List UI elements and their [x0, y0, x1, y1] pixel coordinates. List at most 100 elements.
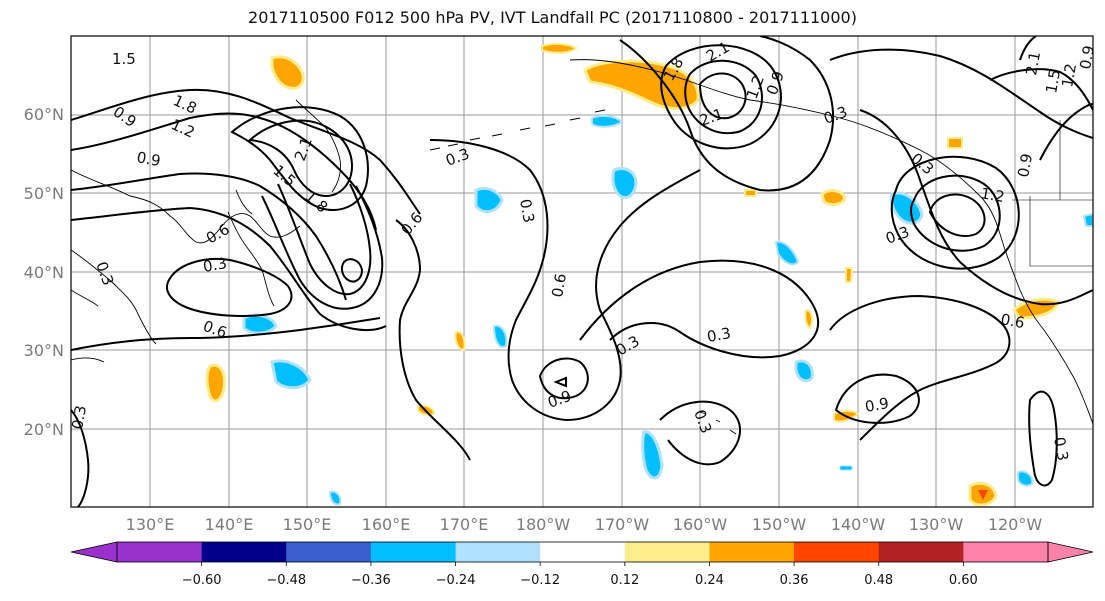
shade-patch-neg-10	[641, 430, 664, 480]
contour-line-gulf-low-2	[910, 174, 1001, 252]
shade-patch-neg-3	[474, 186, 504, 214]
contour-label: 1.5	[112, 50, 136, 68]
shade-patch-neg-5	[242, 313, 278, 335]
contour-line-alaska-arc	[619, 36, 834, 192]
colorbar-tick-label: 0.60	[949, 573, 978, 588]
shading-patches	[205, 42, 1093, 507]
lon-label-170w: 170°W	[595, 515, 650, 534]
shade-patch-small-1	[744, 189, 757, 197]
colorbar-tick-label: −0.36	[351, 573, 391, 588]
contour-line-jet-core-4	[261, 185, 384, 310]
lon-label-160e: 160°E	[362, 515, 411, 534]
contour-line-jet-core-3	[277, 183, 372, 296]
gridlines	[71, 36, 1093, 507]
contour-label: 1.2	[979, 184, 1006, 206]
colorbar-segment	[878, 542, 964, 562]
lon-label-150w: 150°W	[752, 515, 807, 534]
colorbar-segment	[794, 542, 880, 562]
contour-line-west-tropic	[71, 409, 90, 507]
colorbar-segment	[963, 542, 1049, 562]
contour-line-south-1	[834, 373, 920, 424]
coast-asia	[71, 169, 301, 363]
shade-patch-ne-pacific-1	[820, 189, 847, 207]
contour-label: 0.3	[202, 254, 229, 276]
colorbar-tick-label: 0.48	[864, 573, 893, 588]
colorbar-segment	[455, 542, 541, 562]
lat-label-40n: 40°N	[24, 263, 64, 282]
shade-patch-mexico-core	[978, 490, 988, 500]
contour-line-mid-6	[659, 400, 741, 466]
colorbar-tick-label: −0.12	[520, 573, 560, 588]
contour-line-3	[71, 172, 347, 301]
lon-label-130e: 130°E	[126, 515, 175, 534]
contour-line-gulf-low	[928, 193, 986, 237]
colorbar-segment	[370, 542, 457, 562]
contour-label: 0.3	[706, 324, 733, 346]
contour-line-east-4	[1039, 103, 1093, 161]
colorbar-segment	[624, 542, 710, 562]
contour-line-gulf-low-3	[890, 155, 1020, 270]
contour-line-alaska-low	[698, 72, 747, 120]
coast-kamchatka	[295, 99, 341, 193]
lat-label-50n: 50°N	[24, 184, 64, 203]
contour-label: 0.9	[1076, 44, 1098, 71]
contour-line-closed-low-1	[166, 258, 293, 317]
contour-line-closed-low-2	[340, 258, 364, 283]
colorbar-tick-label: −0.48	[266, 573, 306, 588]
coast-alaska	[569, 59, 1001, 235]
shade-patch-neg-12	[328, 490, 342, 506]
contour-line-east-3	[989, 68, 1093, 111]
contour-label: 0.6	[548, 272, 570, 299]
coast-north-america	[999, 233, 1093, 425]
colorbar-segment	[540, 542, 626, 562]
coastlines	[71, 59, 1093, 435]
contour-label: 0.9	[1014, 152, 1036, 179]
colorbar-tick-label: 0.12	[610, 573, 639, 588]
contour-line-east-1	[859, 109, 1093, 306]
colorbar-arrow-left	[70, 541, 118, 563]
map-frame	[70, 35, 1094, 508]
shade-patch-neg-11	[1017, 470, 1034, 487]
contour-line-south-2	[829, 294, 1011, 441]
shade-patch-neg-9	[794, 359, 814, 383]
shade-patch-neg-13	[1082, 212, 1093, 227]
contour-label: 0.3	[68, 404, 90, 431]
lat-label-20n: 20°N	[24, 420, 64, 439]
contour-line-alaska-low-3	[660, 44, 782, 150]
contour-label: 1.2	[1058, 62, 1080, 89]
lat-label-60n: 60°N	[24, 105, 64, 124]
colorbar-tick-label: −0.60	[182, 573, 222, 588]
shade-patch-neg-2	[611, 167, 638, 200]
colorbar-segment	[286, 542, 372, 562]
lat-label-30n: 30°N	[24, 341, 64, 360]
shade-patch-mid-2	[804, 308, 814, 330]
contour-line-mid-4	[553, 376, 567, 388]
contour-line-south-3	[1028, 390, 1058, 487]
shade-patch-neg-14	[839, 465, 853, 471]
shade-patch-taiwan	[205, 363, 226, 403]
contour-line-4	[71, 206, 387, 331]
coast-japan	[227, 189, 275, 307]
colorbar-segment	[117, 542, 203, 562]
contour-line-mid-5	[579, 259, 820, 359]
border-usa-canada	[1012, 120, 1093, 267]
contour-line-mid-1	[395, 219, 471, 461]
contour-label: 2.1	[1022, 50, 1044, 77]
lon-label-170e: 170°E	[440, 515, 489, 534]
contour-label: 0.3	[1050, 436, 1072, 463]
colorbar-tick-label: 0.36	[780, 573, 809, 588]
shade-patch-gulf	[947, 137, 963, 149]
contour-label: 0.9	[135, 148, 162, 170]
coast-aleutians	[429, 109, 606, 151]
colorbar: −0.60 −0.48 −0.36 −0.24 −0.12 0.12 0.24 0.36 0.4…	[70, 541, 1094, 588]
longitude-labels: 130°E 140°E 150°E 160°E 170°E 180°W 170°…	[126, 515, 1043, 534]
lon-label-160w: 160°W	[673, 515, 728, 534]
shade-patch-mid-1	[454, 330, 466, 352]
lon-label-180w: 180°W	[516, 515, 571, 534]
contour-label: 1.5	[1042, 68, 1064, 95]
colorbar-tick-label: 0.24	[695, 573, 724, 588]
colorbar-segments	[70, 541, 1094, 563]
contour-label: 0.9	[864, 394, 891, 416]
colorbar-segment	[201, 542, 287, 562]
